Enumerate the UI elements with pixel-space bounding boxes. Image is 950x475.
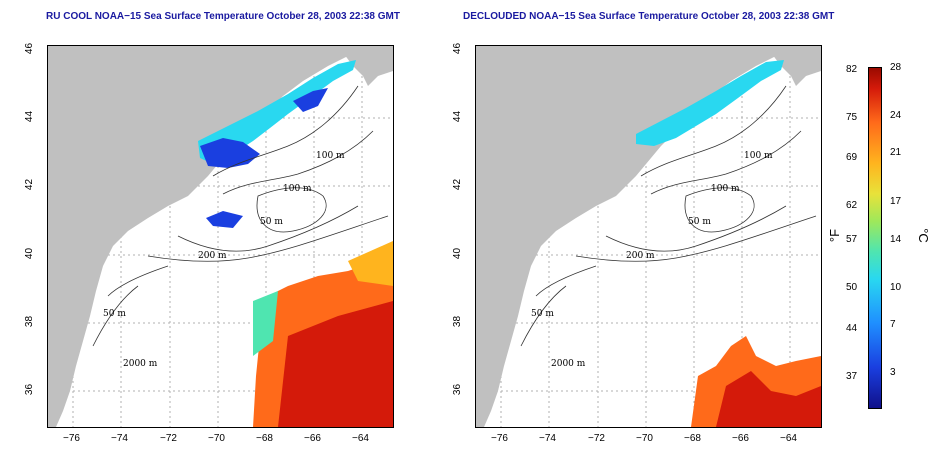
y-tick: 38 [452, 315, 464, 328]
cb-c-tick: 10 [890, 282, 902, 293]
contour-label: 100 m [283, 184, 312, 194]
x-tick: −70 [208, 433, 225, 444]
x-tick: −66 [304, 433, 321, 444]
contour-label: 100 m [744, 151, 773, 161]
cb-c-tick: 17 [890, 196, 902, 207]
cb-c-tick: 24 [890, 110, 902, 121]
contour-label: 50 m [531, 309, 554, 319]
contour-label: 200 m [198, 251, 227, 261]
cb-f-tick: 44 [846, 323, 858, 334]
cb-f-tick: 75 [846, 112, 858, 123]
cb-c-tick: 21 [890, 147, 902, 158]
contour-label: 2000 m [123, 359, 158, 369]
x-tick: −76 [63, 433, 80, 444]
y-tick: 36 [24, 383, 36, 396]
y-tick: 40 [24, 247, 36, 260]
y-tick: 46 [24, 42, 36, 55]
contour-label: 100 m [711, 184, 740, 194]
colorbar [868, 67, 882, 409]
x-tick: −66 [732, 433, 749, 444]
right-map-title: DECLOUDED NOAA−15 Sea Surface Temperatur… [463, 11, 835, 22]
cb-f-tick: 37 [846, 371, 858, 382]
cool-water [636, 60, 784, 146]
contour-label: 50 m [103, 309, 126, 319]
cb-c-tick: 7 [890, 319, 896, 330]
y-tick: 40 [452, 247, 464, 260]
left-map-title: RU COOL NOAA−15 Sea Surface Temperature … [46, 11, 400, 22]
cb-f-tick: 82 [846, 64, 858, 75]
cb-f-tick: 69 [846, 152, 858, 163]
cb-c-tick: 14 [890, 234, 902, 245]
x-tick: −68 [256, 433, 273, 444]
contour-label: 50 m [260, 217, 283, 227]
y-tick: 44 [452, 110, 464, 123]
right-map-panel: 100 m 100 m 50 m 200 m 50 m 2000 m [475, 45, 822, 428]
contour-label: 200 m [626, 251, 655, 261]
x-tick: −72 [160, 433, 177, 444]
y-tick: 42 [24, 178, 36, 191]
cb-f-tick: 50 [846, 282, 858, 293]
x-tick: −70 [636, 433, 653, 444]
left-map-svg: 100 m 100 m 50 m 200 m 50 m 2000 m [48, 46, 393, 427]
y-tick: 42 [452, 178, 464, 191]
land-mass [476, 46, 786, 427]
cool-water [198, 60, 356, 164]
contour-label: 100 m [316, 151, 345, 161]
x-tick: −68 [684, 433, 701, 444]
land-mass [48, 46, 358, 427]
cb-c-tick: 3 [890, 367, 896, 378]
x-tick: −74 [539, 433, 556, 444]
y-tick: 38 [24, 315, 36, 328]
cb-f-tick: 62 [846, 200, 858, 211]
fahrenheit-label: °F [827, 228, 843, 243]
x-tick: −74 [111, 433, 128, 444]
celsius-label: °C [915, 228, 931, 243]
contour-label: 50 m [688, 217, 711, 227]
cb-f-tick: 57 [846, 234, 858, 245]
y-tick: 46 [452, 42, 464, 55]
left-map-panel: 100 m 100 m 50 m 200 m 50 m 2000 m [47, 45, 394, 428]
right-map-svg: 100 m 100 m 50 m 200 m 50 m 2000 m [476, 46, 821, 427]
cb-c-tick: 28 [890, 62, 902, 73]
x-tick: −72 [588, 433, 605, 444]
y-tick: 44 [24, 110, 36, 123]
x-tick: −64 [780, 433, 797, 444]
y-tick: 36 [452, 383, 464, 396]
x-tick: −76 [491, 433, 508, 444]
x-tick: −64 [352, 433, 369, 444]
contour-label: 2000 m [551, 359, 586, 369]
